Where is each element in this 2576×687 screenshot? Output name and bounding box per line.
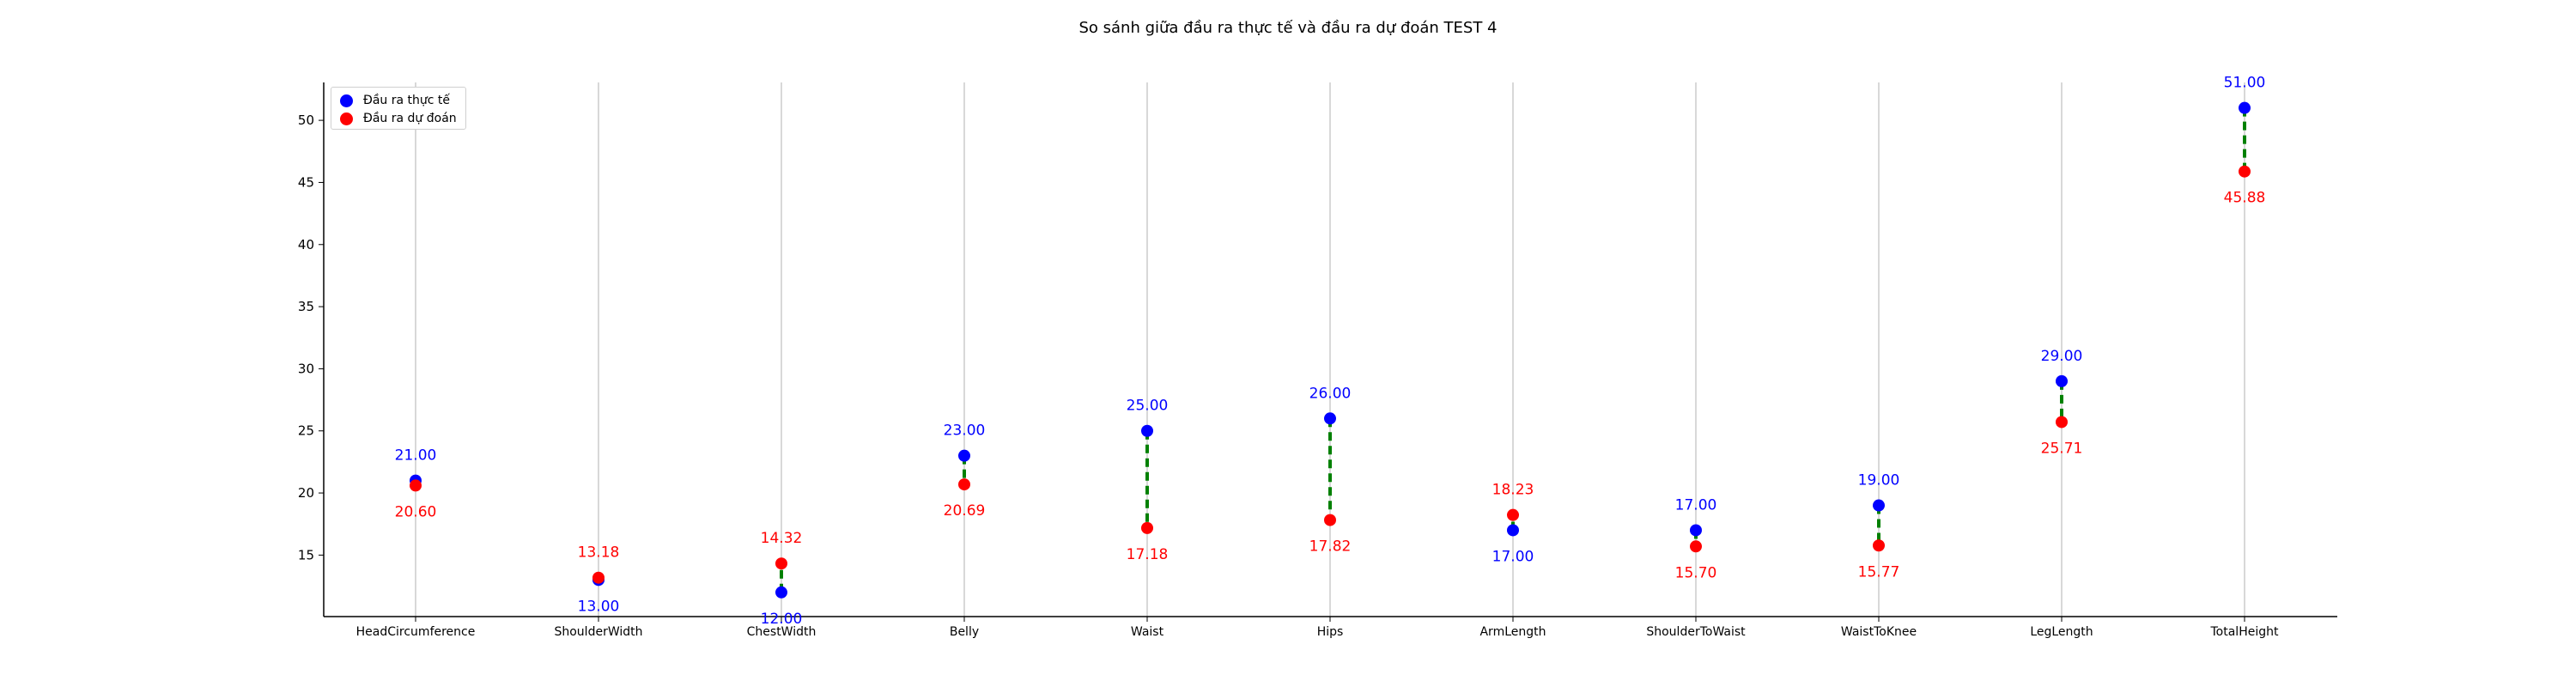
x-tick-label: ShoulderToWaist [1646, 625, 1746, 639]
data-label-actual: 12.00 [761, 611, 803, 628]
point-predicted [1141, 521, 1153, 534]
data-label-predicted: 17.18 [1127, 546, 1169, 563]
data-label-actual: 29.00 [2041, 348, 2083, 365]
point-predicted [1690, 540, 1702, 553]
data-label-actual: 26.00 [1309, 385, 1352, 402]
x-tick-label: HeadCircumference [356, 625, 476, 639]
point-predicted [1324, 514, 1336, 526]
point-predicted [1507, 508, 1519, 521]
x-tick-label: Waist [1131, 625, 1164, 639]
point-actual [1873, 499, 1885, 512]
data-label-actual: 19.00 [1858, 472, 1900, 489]
legend-marker-actual [340, 94, 353, 107]
x-tick-label: Belly [950, 625, 979, 639]
point-predicted [775, 557, 787, 570]
data-label-predicted: 45.88 [2224, 190, 2266, 207]
x-tick-label: LegLength [2030, 625, 2093, 639]
data-label-actual: 25.00 [1127, 398, 1169, 415]
legend-label-predicted: Đầu ra dự đoán [363, 112, 457, 125]
point-predicted [2239, 165, 2251, 178]
point-actual [2056, 374, 2068, 387]
data-label-actual: 23.00 [944, 423, 986, 440]
point-actual [2239, 101, 2251, 114]
data-label-predicted: 20.60 [395, 503, 437, 520]
point-predicted [958, 478, 970, 491]
x-tick-label: WaistToKnee [1841, 625, 1917, 639]
data-label-actual: 17.00 [1675, 496, 1717, 514]
x-tick-label: TotalHeight [2210, 625, 2279, 639]
data-label-predicted: 13.18 [578, 544, 620, 562]
y-tick-label: 35 [298, 299, 314, 314]
point-actual [775, 586, 787, 599]
data-label-actual: 17.00 [1492, 548, 1534, 565]
data-label-actual: 21.00 [395, 447, 437, 465]
y-tick-label: 40 [298, 237, 314, 252]
data-label-actual: 13.00 [578, 598, 620, 615]
legend-marker-predicted [340, 112, 353, 125]
point-actual [1507, 524, 1519, 537]
data-label-predicted: 14.32 [761, 530, 803, 547]
data-label-predicted: 18.23 [1492, 482, 1534, 499]
data-label-predicted: 15.77 [1858, 563, 1900, 581]
legend-item-predicted: Đầu ra dự đoán [340, 110, 457, 127]
data-label-predicted: 15.70 [1675, 564, 1717, 581]
y-tick-label: 25 [298, 423, 314, 439]
point-predicted [410, 479, 422, 492]
chart-legend: Đầu ra thực tế Đầu ra dự đoán [331, 87, 466, 130]
point-predicted [592, 571, 605, 584]
legend-label-actual: Đầu ra thực tế [363, 94, 451, 107]
x-tick-label: ArmLength [1479, 625, 1546, 639]
point-actual [1690, 524, 1702, 537]
x-tick-label: Hips [1317, 625, 1344, 639]
data-label-predicted: 17.82 [1309, 538, 1352, 556]
point-predicted [1873, 539, 1885, 552]
point-actual [1141, 424, 1153, 437]
y-tick-label: 20 [298, 485, 314, 501]
chart-title: So sánh giữa đầu ra thực tế và đầu ra dự… [1078, 19, 1498, 37]
point-actual [958, 449, 970, 462]
point-predicted [2056, 416, 2068, 429]
data-label-predicted: 20.69 [944, 502, 986, 520]
x-tick-label: ChestWidth [747, 625, 817, 639]
data-label-predicted: 25.71 [2041, 440, 2083, 457]
legend-item-actual: Đầu ra thực tế [340, 92, 450, 109]
x-tick-label: ShoulderWidth [554, 625, 642, 639]
y-tick-label: 30 [298, 361, 314, 376]
y-tick-label: 50 [298, 112, 314, 128]
point-actual [1324, 412, 1336, 425]
y-tick-label: 15 [298, 547, 314, 562]
y-tick-label: 45 [298, 174, 314, 190]
data-label-actual: 51.00 [2224, 75, 2266, 92]
